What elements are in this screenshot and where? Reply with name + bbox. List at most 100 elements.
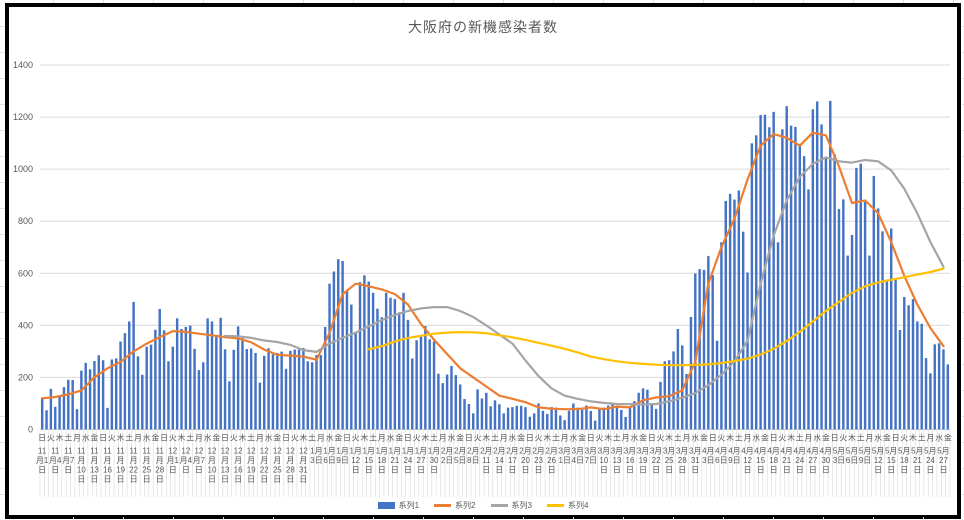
bar-day-128	[598, 408, 601, 430]
bar-day-126	[589, 411, 593, 430]
bar-day-125	[585, 405, 588, 430]
bar-day-104	[493, 400, 497, 430]
bar-day-46	[241, 338, 244, 430]
x-date-label: 12	[181, 447, 190, 456]
x-date-label: 17	[508, 456, 517, 465]
bar-day-156	[720, 242, 723, 430]
sheet-gridline	[0, 156, 5, 157]
bar-day-76	[371, 292, 375, 430]
bar-day-120	[563, 420, 566, 430]
x-date-label: 3日	[702, 456, 714, 465]
x-date-label: 30	[821, 456, 830, 465]
sheet-gridline	[962, 234, 964, 235]
x-date-label: 日	[378, 466, 386, 475]
bar-day-29	[167, 361, 170, 430]
chart-object[interactable]: 大阪府の新機感染者数 0 200 400 600 800 1000 1200 1400 日火木土…	[5, 3, 961, 519]
bar-day-72	[354, 332, 357, 430]
bar-day-177	[811, 109, 815, 430]
bar-day-86	[415, 340, 418, 430]
x-date-label: 日	[939, 466, 947, 475]
x-weekday-label: 木	[543, 433, 551, 443]
x-date-label: 6日	[323, 456, 335, 465]
bar-day-93	[445, 374, 449, 430]
bar-day-45	[236, 326, 240, 430]
x-weekday-label: 金	[517, 433, 525, 443]
legend-item-系列1: 系列1	[377, 500, 420, 511]
x-weekday-label: 土	[796, 433, 804, 443]
x-weekday-label: 月	[500, 434, 508, 443]
bar-day-80	[389, 297, 392, 430]
x-date-label: 12	[874, 456, 883, 465]
x-weekday-label: 月	[195, 434, 203, 443]
x-date-label: 日	[626, 466, 634, 475]
x-weekday-label: 火	[900, 434, 908, 443]
sheet-gridline	[0, 208, 5, 209]
bar-day-38	[206, 318, 209, 430]
x-date-label: 4月	[807, 447, 819, 456]
bar-day-20	[128, 321, 131, 430]
x-date-label: 2日	[441, 456, 453, 465]
x-date-label: 月7	[62, 456, 75, 465]
x-date-label: 日	[38, 466, 46, 475]
x-weekday-label: 木	[56, 433, 64, 443]
bar-day-155	[715, 340, 719, 430]
bar-day-190	[868, 255, 871, 430]
x-date-label: 2月	[441, 447, 453, 456]
x-weekday-label: 土	[613, 433, 621, 443]
x-weekday-label: 水	[204, 433, 212, 443]
bar-day-58	[293, 349, 296, 430]
legend-bar-swatch	[377, 502, 395, 509]
sheet-gridline	[0, 442, 5, 443]
x-date-label: 27	[808, 456, 817, 465]
bar-day-22	[136, 356, 140, 430]
x-date-label: 3日	[310, 456, 322, 465]
x-weekday-label: 土	[64, 433, 72, 443]
sheet-gridline	[953, 0, 954, 3]
bar-day-95	[454, 375, 458, 430]
x-date-label: 日	[652, 466, 660, 475]
x-weekday-label: 木	[238, 433, 246, 443]
x-date-label: 27	[939, 456, 948, 465]
bar-day-2	[49, 388, 53, 430]
x-weekday-label: 木	[726, 433, 734, 443]
x-date-label: 5月	[937, 447, 949, 456]
x-date-label: 日	[169, 466, 177, 475]
x-date-label: 3月	[689, 447, 701, 456]
legend-label: 系列1	[398, 501, 420, 510]
x-weekday-label: 水	[813, 433, 821, 443]
x-date-label: 11	[129, 447, 138, 456]
bar-day-99	[472, 413, 475, 430]
sheet-gridline	[0, 286, 5, 287]
bar-day-71	[350, 304, 353, 430]
x-date-label: 3月	[611, 447, 623, 456]
x-date-label: 月	[90, 456, 98, 465]
bar-day-184	[842, 199, 845, 430]
bar-day-161	[741, 231, 745, 430]
x-weekday-label: 水	[265, 433, 273, 443]
bar-day-187	[855, 167, 858, 430]
bar-day-65	[323, 326, 327, 430]
bar-day-0	[40, 397, 44, 430]
bar-day-12	[93, 361, 96, 430]
bar-day-176	[807, 189, 810, 430]
sheet-gridline	[403, 0, 404, 3]
y-axis-label-200: 200	[18, 372, 33, 382]
x-date-label: 日	[913, 466, 921, 475]
bar-day-154	[711, 275, 714, 430]
x-date-label: 月	[77, 456, 85, 465]
sheet-gridline	[273, 517, 274, 520]
x-date-label: 日	[130, 475, 138, 484]
bar-day-43	[228, 381, 231, 430]
x-date-label: 月	[143, 456, 151, 465]
bar-day-31	[175, 318, 179, 430]
x-date-label: 日	[809, 466, 817, 475]
x-date-label: 日	[535, 466, 543, 475]
y-axis-label-800: 800	[18, 216, 33, 226]
bar-day-140	[650, 403, 653, 430]
x-date-label: 28	[678, 456, 687, 465]
x-date-label: 月4	[180, 456, 193, 465]
x-date-label: 日	[260, 475, 268, 484]
legend-item-系列4: 系列4	[546, 500, 588, 511]
bar-day-48	[249, 348, 253, 430]
x-weekday-label: 日	[160, 434, 168, 443]
